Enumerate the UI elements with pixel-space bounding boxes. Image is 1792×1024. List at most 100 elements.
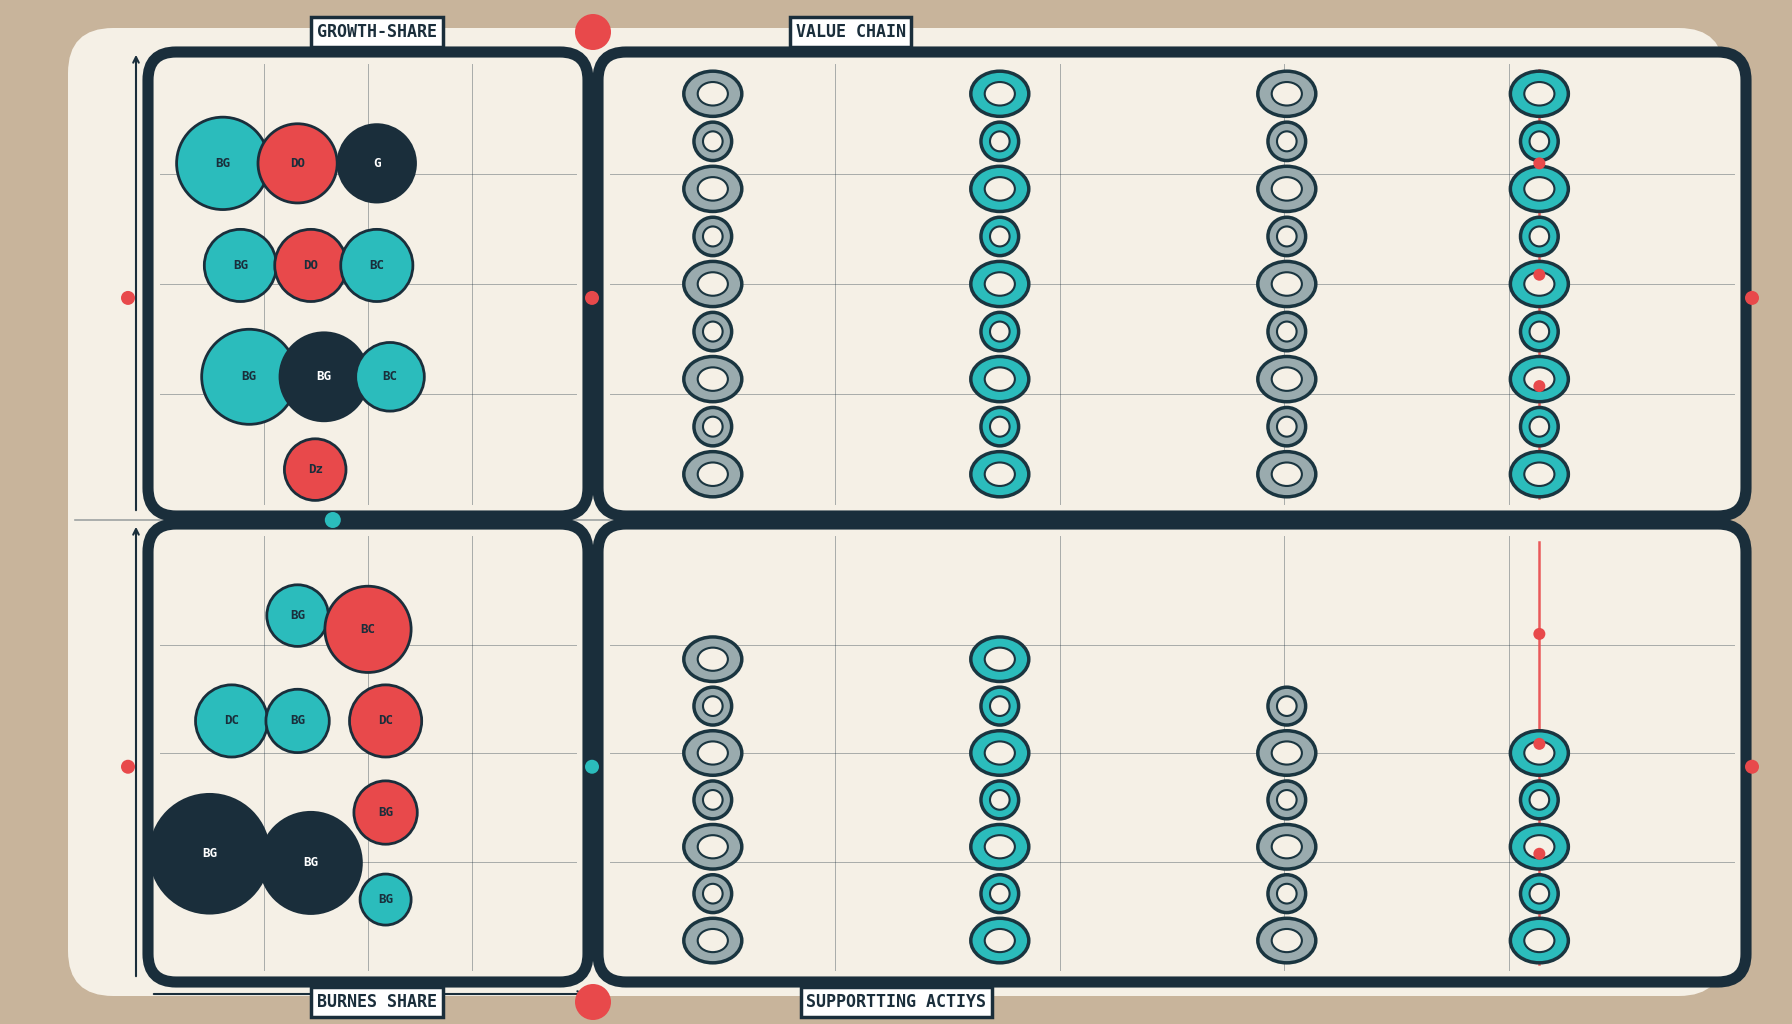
Circle shape bbox=[324, 586, 410, 673]
Ellipse shape bbox=[986, 272, 1014, 296]
Ellipse shape bbox=[685, 356, 742, 401]
Ellipse shape bbox=[1272, 177, 1301, 201]
Ellipse shape bbox=[1278, 322, 1297, 342]
Ellipse shape bbox=[1272, 368, 1301, 391]
Text: BG: BG bbox=[290, 715, 305, 727]
Ellipse shape bbox=[1272, 463, 1301, 486]
Ellipse shape bbox=[1258, 824, 1315, 869]
FancyBboxPatch shape bbox=[149, 52, 588, 516]
Text: BC: BC bbox=[369, 259, 383, 272]
Text: BG: BG bbox=[317, 371, 332, 383]
Ellipse shape bbox=[1511, 356, 1568, 401]
Ellipse shape bbox=[1269, 122, 1306, 161]
Ellipse shape bbox=[702, 322, 722, 342]
Ellipse shape bbox=[1272, 741, 1301, 765]
Ellipse shape bbox=[980, 687, 1018, 725]
Ellipse shape bbox=[1511, 731, 1568, 775]
Ellipse shape bbox=[980, 122, 1018, 161]
Ellipse shape bbox=[1272, 82, 1301, 105]
Ellipse shape bbox=[1272, 836, 1301, 858]
Ellipse shape bbox=[986, 836, 1014, 858]
Ellipse shape bbox=[697, 929, 728, 952]
Circle shape bbox=[1534, 158, 1545, 169]
Ellipse shape bbox=[1530, 791, 1548, 810]
Ellipse shape bbox=[989, 131, 1009, 152]
Ellipse shape bbox=[1520, 408, 1559, 445]
Ellipse shape bbox=[694, 874, 731, 912]
Circle shape bbox=[195, 685, 267, 757]
Ellipse shape bbox=[697, 272, 728, 296]
Ellipse shape bbox=[1258, 452, 1315, 497]
Ellipse shape bbox=[1269, 874, 1306, 912]
Ellipse shape bbox=[1278, 417, 1297, 436]
Ellipse shape bbox=[1269, 312, 1306, 351]
Ellipse shape bbox=[694, 217, 731, 256]
Ellipse shape bbox=[697, 741, 728, 765]
Circle shape bbox=[349, 685, 421, 757]
Ellipse shape bbox=[702, 884, 722, 903]
Ellipse shape bbox=[971, 72, 1029, 117]
Text: VALUE CHAIN: VALUE CHAIN bbox=[796, 23, 905, 41]
Circle shape bbox=[202, 330, 297, 424]
Circle shape bbox=[575, 984, 611, 1020]
Ellipse shape bbox=[1525, 272, 1554, 296]
Circle shape bbox=[258, 124, 337, 203]
Ellipse shape bbox=[1530, 884, 1548, 903]
Ellipse shape bbox=[1520, 122, 1559, 161]
FancyBboxPatch shape bbox=[599, 524, 1745, 982]
Ellipse shape bbox=[685, 824, 742, 869]
Ellipse shape bbox=[697, 82, 728, 105]
Circle shape bbox=[575, 14, 611, 50]
Ellipse shape bbox=[697, 647, 728, 671]
Ellipse shape bbox=[989, 791, 1009, 810]
Ellipse shape bbox=[685, 166, 742, 212]
Circle shape bbox=[177, 117, 269, 210]
Ellipse shape bbox=[980, 408, 1018, 445]
Circle shape bbox=[584, 760, 599, 774]
Ellipse shape bbox=[1525, 929, 1554, 952]
Circle shape bbox=[274, 229, 348, 301]
FancyBboxPatch shape bbox=[149, 524, 588, 982]
Ellipse shape bbox=[1525, 177, 1554, 201]
Ellipse shape bbox=[1525, 836, 1554, 858]
Text: DO: DO bbox=[290, 157, 305, 170]
Ellipse shape bbox=[1520, 312, 1559, 351]
Ellipse shape bbox=[986, 929, 1014, 952]
Ellipse shape bbox=[1511, 452, 1568, 497]
Circle shape bbox=[324, 512, 340, 528]
Ellipse shape bbox=[1258, 166, 1315, 212]
Circle shape bbox=[1745, 291, 1760, 305]
Text: G: G bbox=[373, 157, 380, 170]
Ellipse shape bbox=[1272, 929, 1301, 952]
Ellipse shape bbox=[989, 417, 1009, 436]
Ellipse shape bbox=[986, 368, 1014, 391]
Ellipse shape bbox=[1525, 82, 1554, 105]
Text: Dz: Dz bbox=[308, 463, 323, 476]
Ellipse shape bbox=[971, 637, 1029, 682]
Circle shape bbox=[1534, 738, 1545, 750]
Ellipse shape bbox=[1258, 731, 1315, 775]
Ellipse shape bbox=[702, 791, 722, 810]
Ellipse shape bbox=[1278, 226, 1297, 247]
Ellipse shape bbox=[1278, 131, 1297, 152]
Text: BG: BG bbox=[378, 806, 392, 819]
Ellipse shape bbox=[702, 696, 722, 716]
Ellipse shape bbox=[1530, 131, 1548, 152]
Ellipse shape bbox=[1278, 884, 1297, 903]
Ellipse shape bbox=[702, 226, 722, 247]
Ellipse shape bbox=[971, 166, 1029, 212]
Circle shape bbox=[265, 689, 330, 753]
Circle shape bbox=[151, 795, 269, 913]
Circle shape bbox=[355, 781, 418, 844]
Ellipse shape bbox=[1269, 217, 1306, 256]
Ellipse shape bbox=[980, 217, 1018, 256]
Circle shape bbox=[1745, 760, 1760, 774]
Circle shape bbox=[355, 342, 425, 411]
Ellipse shape bbox=[685, 919, 742, 963]
Ellipse shape bbox=[980, 781, 1018, 819]
Ellipse shape bbox=[971, 356, 1029, 401]
Ellipse shape bbox=[1269, 408, 1306, 445]
Circle shape bbox=[122, 291, 134, 305]
Text: BURNES SHARE: BURNES SHARE bbox=[317, 993, 437, 1011]
Circle shape bbox=[360, 874, 410, 925]
